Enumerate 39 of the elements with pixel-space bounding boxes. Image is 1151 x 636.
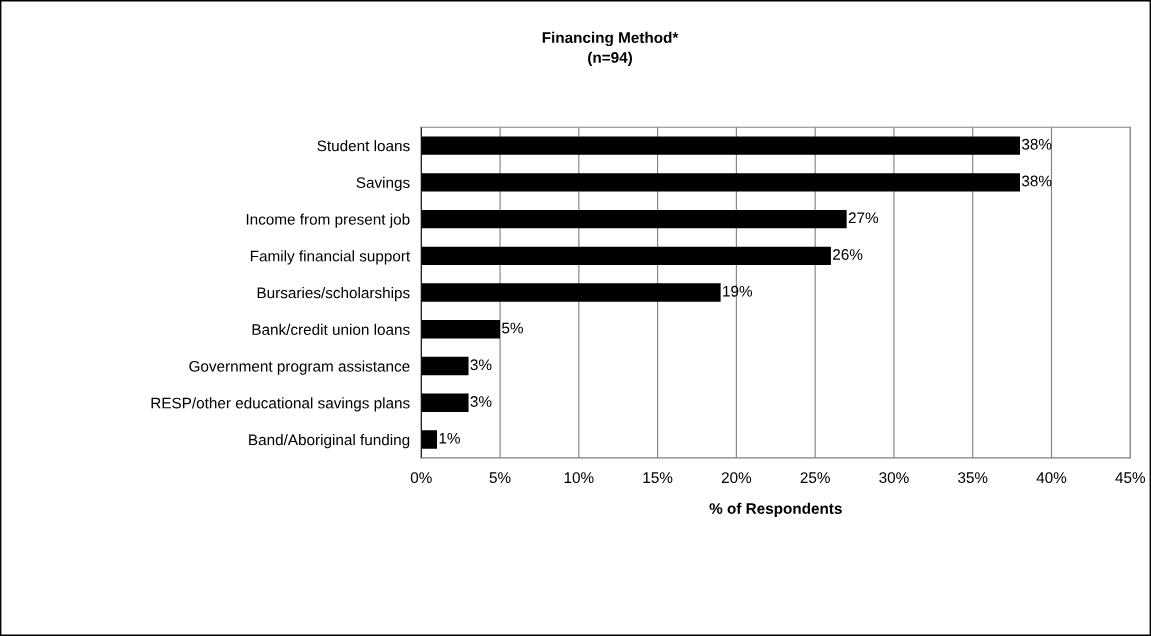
bar <box>421 430 438 449</box>
data-label: 5% <box>502 322 523 334</box>
x-tick-label: 20% <box>721 472 752 484</box>
y-tick-label: Band/Aboriginal funding <box>249 434 410 449</box>
data-label: 19% <box>723 285 753 297</box>
x-tick-label: 35% <box>958 472 988 484</box>
bar <box>421 173 1020 192</box>
y-tick-label: Family financial support <box>250 250 411 265</box>
bar <box>421 393 469 412</box>
data-label: 26% <box>833 249 863 260</box>
x-tick-label: 0% <box>410 472 432 484</box>
bar <box>421 356 469 376</box>
data-label: 1% <box>439 432 460 444</box>
y-tick-label: Bank/credit union loans <box>252 323 410 335</box>
x-tick-label: 15% <box>643 472 673 484</box>
y-tick-label: Income from present job <box>246 213 410 228</box>
x-tick-label: 30% <box>879 472 909 484</box>
y-tick-label: Government program assistance <box>189 360 410 375</box>
x-tick-label: 25% <box>800 472 830 484</box>
data-label: 38% <box>1021 175 1052 187</box>
y-tick-label: Savings <box>356 176 410 192</box>
bar <box>421 320 501 339</box>
data-label: 3% <box>470 396 492 407</box>
bar <box>421 209 847 229</box>
data-label: 38% <box>1021 138 1052 150</box>
chart-title: Financing Method* (n=94) <box>542 31 679 66</box>
x-tick-label: 40% <box>1036 472 1067 484</box>
x-tick-label: 10% <box>564 472 594 484</box>
y-tick-label: RESP/other educational savings plans <box>151 397 410 412</box>
bar <box>421 246 831 265</box>
y-tick-label: Bursaries/scholarships <box>257 287 410 302</box>
x-axis-title: % of Respondents <box>709 502 842 517</box>
x-tick-label: 45% <box>1115 472 1146 484</box>
data-label: 3% <box>470 359 492 371</box>
data-label: 27% <box>848 212 879 224</box>
y-tick-label: Student loans <box>317 140 410 152</box>
x-tick-label: 5% <box>489 472 511 484</box>
bar <box>421 136 1020 155</box>
bar <box>421 283 721 302</box>
